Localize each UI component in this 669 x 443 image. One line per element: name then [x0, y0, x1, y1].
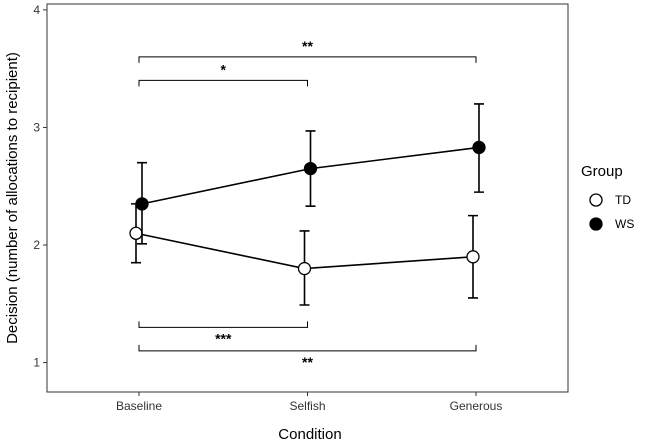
panel-border [46, 3, 569, 393]
point-ws-generous [472, 140, 486, 155]
x-tick-label-generous: Generous [450, 399, 503, 413]
y-tick-label-2: 2 [33, 238, 40, 252]
significance-annotations: ******** [138, 38, 477, 370]
significance-label-4: ** [302, 354, 313, 370]
significance-label-1: ** [302, 38, 313, 54]
legend-key-ws [589, 217, 603, 231]
y-tick-label-4: 4 [33, 3, 40, 17]
y-axis: 1 2 3 4 [33, 3, 47, 370]
x-axis: Baseline Selfish Generous [116, 392, 502, 413]
significance-bracket-2 [138, 79, 308, 87]
significance-bracket-1 [138, 56, 477, 63]
point-td-generous [466, 250, 480, 264]
legend-title: Group [581, 163, 623, 180]
significance-label-2: * [221, 61, 227, 77]
legend: Group TD WS [581, 163, 634, 231]
point-ws-selfish [303, 161, 318, 176]
significance-label-3: *** [215, 330, 232, 346]
x-tick-label-baseline: Baseline [116, 399, 162, 413]
significance-bracket-3 [138, 321, 308, 328]
y-tick-label-1: 1 [33, 356, 40, 370]
point-td-baseline [129, 226, 143, 240]
significance-bracket-4 [138, 344, 477, 352]
series-layer [129, 103, 486, 306]
legend-key-td [589, 193, 603, 207]
point-td-selfish [297, 261, 312, 276]
legend-label-ws: WS [615, 217, 634, 231]
x-tick-label-selfish: Selfish [289, 399, 325, 413]
x-axis-title: Condition [278, 426, 341, 443]
y-axis-title: Decision (number of allocations to recip… [4, 52, 21, 344]
point-ws-baseline [135, 197, 149, 211]
legend-label-td: TD [615, 193, 631, 207]
y-tick-label-3: 3 [33, 120, 40, 134]
